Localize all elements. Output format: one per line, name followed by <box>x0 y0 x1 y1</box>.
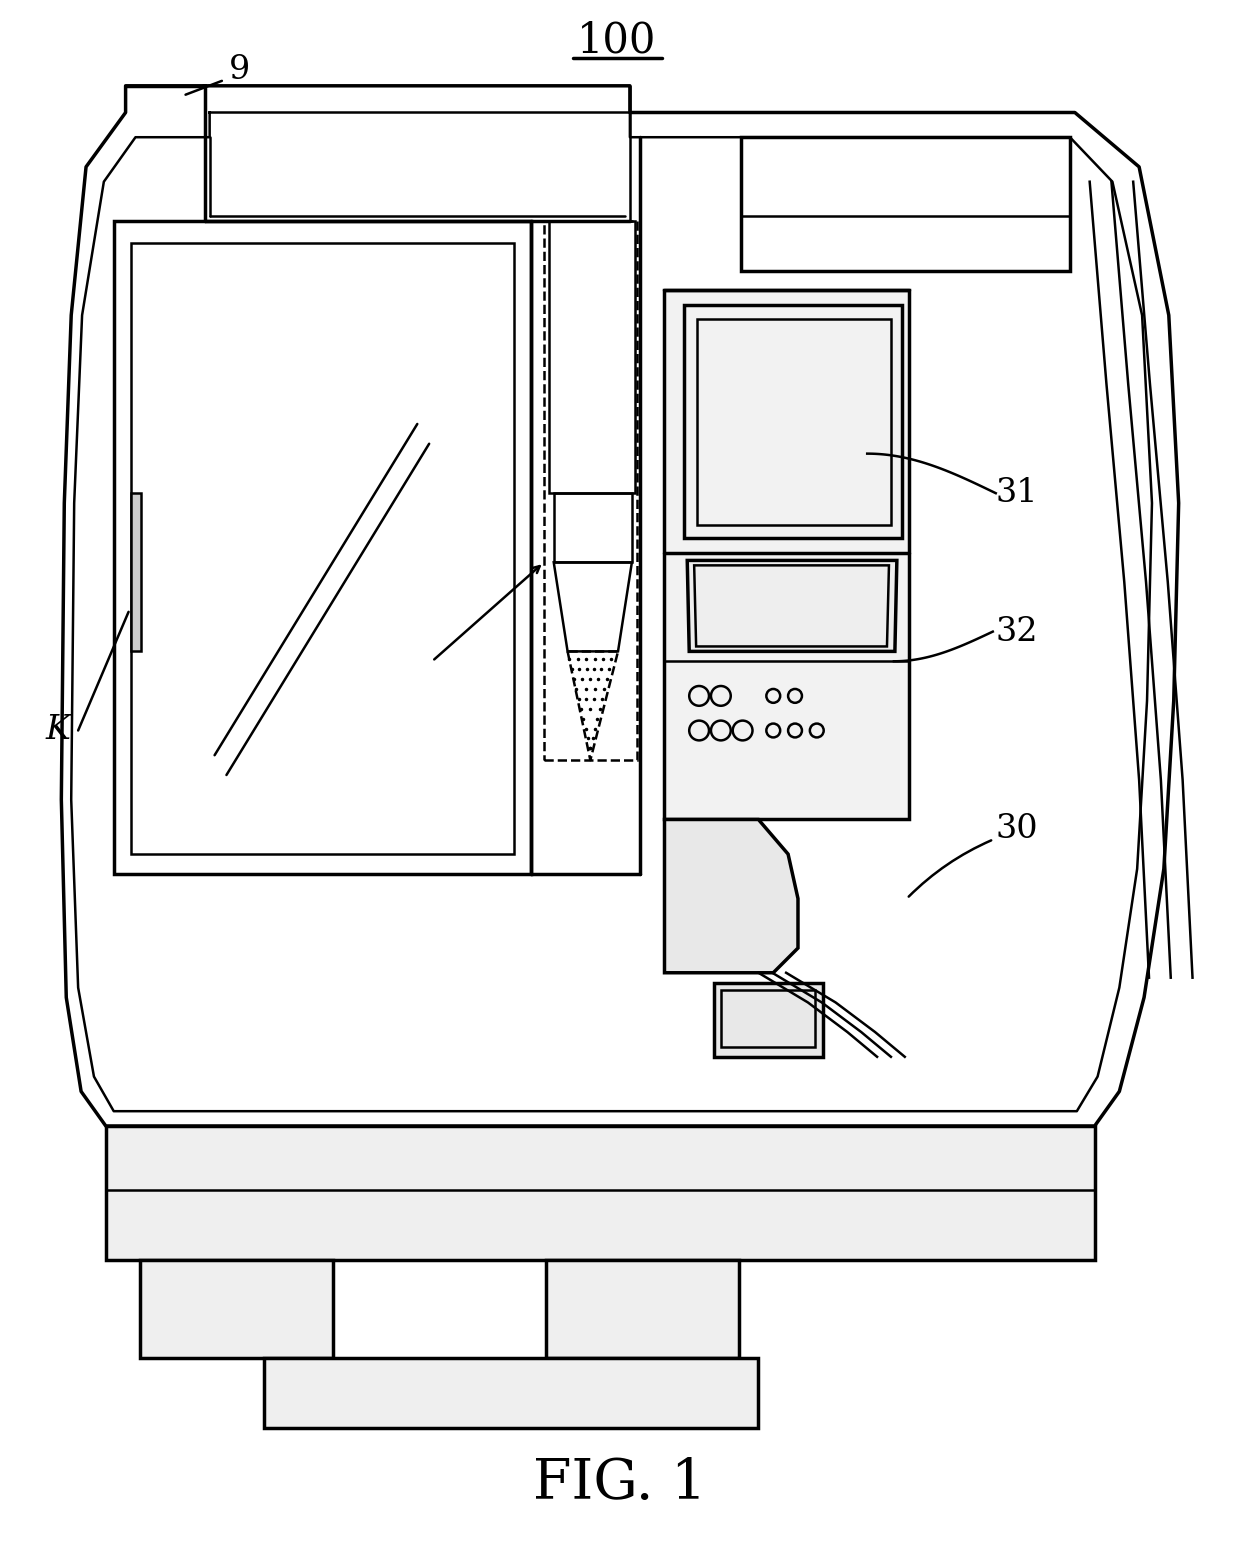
Bar <box>697 319 890 525</box>
Bar <box>740 138 1070 271</box>
Text: 9: 9 <box>228 54 250 87</box>
Text: 30: 30 <box>996 813 1038 846</box>
Bar <box>264 1358 759 1428</box>
Text: K: K <box>46 714 71 747</box>
Text: 32: 32 <box>996 615 1038 647</box>
Polygon shape <box>687 561 897 652</box>
Bar <box>130 493 141 652</box>
Text: FIG. 1: FIG. 1 <box>533 1456 707 1512</box>
Bar <box>546 1259 739 1358</box>
Bar <box>714 982 822 1056</box>
Bar <box>114 222 531 874</box>
Bar <box>554 493 632 562</box>
Bar <box>544 222 637 761</box>
Bar <box>105 1126 1095 1259</box>
Bar <box>549 222 635 493</box>
Bar <box>720 990 815 1047</box>
Bar <box>140 1259 334 1358</box>
Bar <box>665 291 909 819</box>
Text: 100: 100 <box>578 19 657 62</box>
Bar <box>130 243 515 853</box>
Text: 31: 31 <box>996 477 1038 510</box>
Bar <box>684 305 901 538</box>
Polygon shape <box>665 819 799 973</box>
